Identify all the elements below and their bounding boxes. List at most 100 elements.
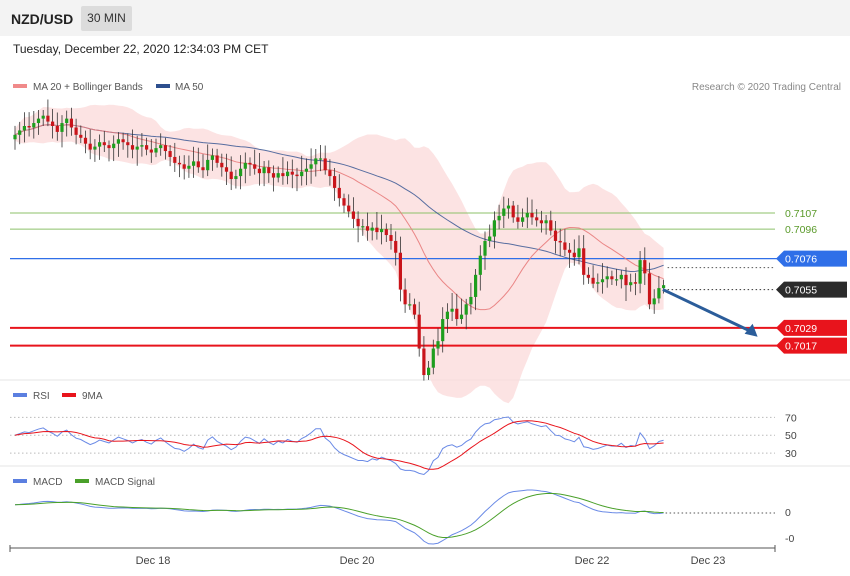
candle xyxy=(586,267,590,284)
candle xyxy=(140,133,144,157)
candle xyxy=(450,292,454,321)
candle xyxy=(328,159,332,186)
candle xyxy=(412,298,417,320)
candle xyxy=(572,239,576,266)
candle xyxy=(558,228,562,257)
candle xyxy=(257,152,261,186)
macd-legend-label: MACD xyxy=(33,477,62,488)
timeframe-button[interactable]: 30 MIN xyxy=(81,6,132,31)
rsi-ma-legend-swatch xyxy=(62,393,76,397)
candle xyxy=(36,110,41,135)
candle xyxy=(375,211,379,240)
candle xyxy=(337,174,341,207)
candle xyxy=(309,148,313,184)
candle xyxy=(173,142,177,172)
candle xyxy=(13,125,17,150)
candle xyxy=(427,360,431,380)
candle xyxy=(643,247,647,285)
candle xyxy=(647,262,652,310)
candle xyxy=(192,146,196,178)
x-tick-label: Dec 20 xyxy=(340,555,375,567)
candle xyxy=(196,147,200,173)
candle xyxy=(351,197,355,229)
candle xyxy=(657,275,661,304)
macd-signal-legend-swatch xyxy=(75,479,89,483)
candle xyxy=(516,204,520,229)
candle xyxy=(535,209,539,227)
candle xyxy=(582,235,586,285)
candle xyxy=(102,131,106,152)
candle xyxy=(126,133,130,158)
candle xyxy=(220,153,224,177)
rsi-tick-label: 50 xyxy=(785,430,797,442)
candle xyxy=(314,148,318,177)
candle xyxy=(281,157,285,185)
candle xyxy=(304,158,308,186)
macd-signal-line xyxy=(14,492,664,539)
candle xyxy=(384,223,388,242)
instrument-title: NZD/USD xyxy=(11,11,74,27)
macd-tick-label: 0 xyxy=(785,507,791,519)
candle xyxy=(563,229,567,256)
candle xyxy=(539,210,543,233)
macd-signal-legend-label: MACD Signal xyxy=(95,477,155,488)
candle xyxy=(497,204,501,230)
candle xyxy=(455,293,459,326)
candle xyxy=(93,139,97,162)
candle xyxy=(615,268,619,286)
credit-text: Research © 2020 Trading Central xyxy=(692,82,841,93)
candle xyxy=(177,155,182,178)
candle xyxy=(445,303,449,333)
candle xyxy=(333,168,337,201)
candle xyxy=(553,220,558,254)
candle xyxy=(605,266,609,288)
candle xyxy=(389,223,393,250)
rsi-tick-label: 70 xyxy=(785,412,797,424)
candle xyxy=(638,250,642,294)
candle xyxy=(206,144,210,177)
candle xyxy=(356,211,360,243)
candle xyxy=(116,132,120,157)
rsi-legend-label: RSI xyxy=(33,391,50,402)
chart-datetime: Tuesday, December 22, 2020 12:34:03 PM C… xyxy=(13,42,269,56)
candle xyxy=(112,135,116,162)
macd-legend-swatch xyxy=(13,479,27,483)
candle xyxy=(248,157,252,176)
candle xyxy=(22,112,26,143)
support-label: 0.7029 xyxy=(785,323,817,335)
candle xyxy=(27,112,31,137)
candle xyxy=(210,148,214,171)
candle xyxy=(403,278,407,313)
candle xyxy=(74,118,78,145)
candle xyxy=(323,145,327,175)
x-tick-label: Dec 23 xyxy=(691,555,726,567)
candle xyxy=(408,293,412,310)
candle xyxy=(267,160,271,183)
candle xyxy=(224,153,229,185)
candle xyxy=(201,154,205,178)
candle xyxy=(610,270,614,285)
candle xyxy=(624,267,628,302)
candle xyxy=(276,166,280,183)
candle xyxy=(130,129,135,159)
forecast-arrow xyxy=(662,288,753,334)
candle xyxy=(318,144,323,172)
candle xyxy=(422,336,426,381)
candle xyxy=(417,301,421,357)
pivot-price-tag xyxy=(776,250,847,267)
candle xyxy=(577,235,581,265)
x-tick-label: Dec 22 xyxy=(575,555,610,567)
candle xyxy=(145,137,149,156)
pivot-label: 0.7076 xyxy=(785,254,817,266)
candle xyxy=(431,339,435,375)
candle xyxy=(436,328,440,356)
rsi-legend-swatch xyxy=(13,393,27,397)
support-price-tag xyxy=(776,319,847,336)
candle xyxy=(55,112,59,141)
candle xyxy=(347,194,351,218)
candle xyxy=(596,273,600,293)
candle xyxy=(629,273,633,292)
candle xyxy=(69,107,73,136)
candle xyxy=(168,145,172,167)
